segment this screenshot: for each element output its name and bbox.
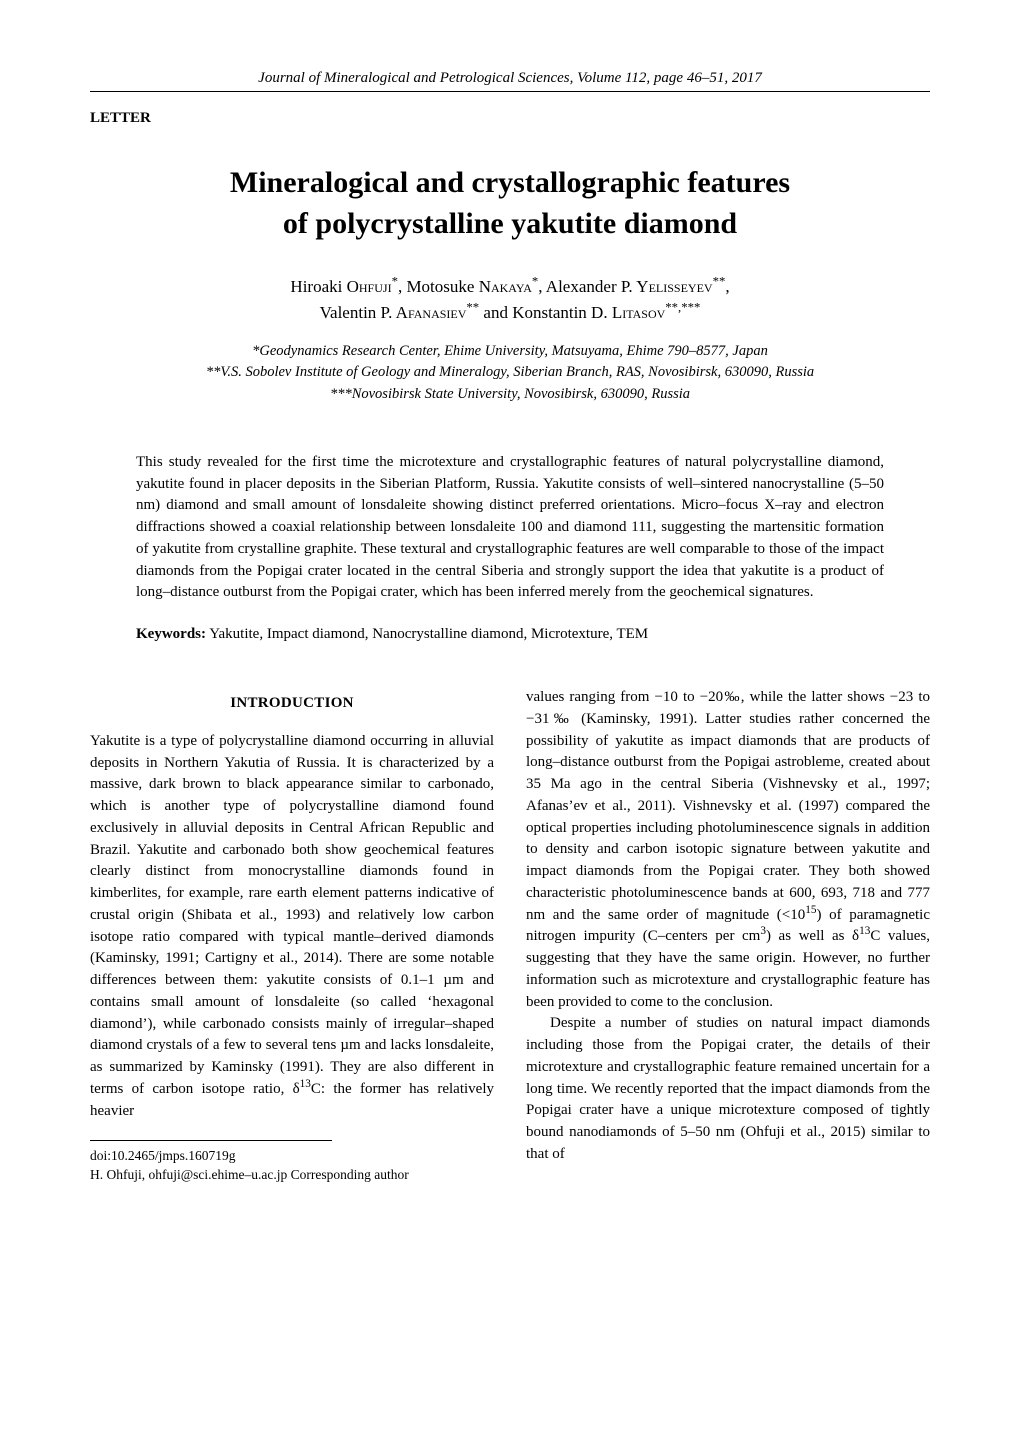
affiliation-3: ***Novosibirsk State University, Novosib…	[90, 384, 930, 406]
body-columns: INTRODUCTION Yakutite is a type of polyc…	[90, 687, 930, 1185]
intro-para-2-right: Despite a number of studies on natural i…	[526, 1013, 930, 1165]
authors-block: Hiroaki Ohfuji*, Motosuke Nakaya*, Alexa…	[90, 274, 930, 327]
authors-line-2: Valentin P. Afanasiev** and Konstantin D…	[90, 300, 930, 326]
affiliations-block: *Geodynamics Research Center, Ehime Univ…	[90, 341, 930, 406]
footnote-corresponding: H. Ohfuji, ohfuji@sci.ehime–u.ac.jp Corr…	[90, 1166, 494, 1185]
article-type-label: LETTER	[90, 110, 930, 127]
page: Journal of Mineralogical and Petrologica…	[0, 0, 1020, 1245]
column-right: values ranging from −10 to −20‰, while t…	[526, 687, 930, 1185]
intro-para-1-right: values ranging from −10 to −20‰, while t…	[526, 687, 930, 1013]
affiliation-2: **V.S. Sobolev Institute of Geology and …	[90, 362, 930, 384]
authors-line-1: Hiroaki Ohfuji*, Motosuke Nakaya*, Alexa…	[90, 274, 930, 300]
introduction-heading: INTRODUCTION	[90, 693, 494, 715]
title-line-2: of polycrystalline yakutite diamond	[283, 207, 737, 240]
column-left: INTRODUCTION Yakutite is a type of polyc…	[90, 687, 494, 1185]
footnotes-block: doi:10.2465/jmps.160719g H. Ohfuji, ohfu…	[90, 1147, 494, 1185]
title-line-1: Mineralogical and crystallographic featu…	[230, 166, 790, 199]
running-head: Journal of Mineralogical and Petrologica…	[90, 70, 930, 92]
footnote-doi: doi:10.2465/jmps.160719g	[90, 1147, 494, 1166]
keywords-line: Keywords: Yakutite, Impact diamond, Nano…	[136, 626, 884, 643]
intro-para-1-left: Yakutite is a type of polycrystalline di…	[90, 731, 494, 1123]
abstract-paragraph: This study revealed for the first time t…	[136, 452, 884, 604]
footnote-rule	[90, 1140, 332, 1141]
article-title: Mineralogical and crystallographic featu…	[90, 163, 930, 244]
affiliation-1: *Geodynamics Research Center, Ehime Univ…	[90, 341, 930, 363]
keywords-label: Keywords:	[136, 626, 206, 642]
keywords-text: Yakutite, Impact diamond, Nanocrystallin…	[206, 626, 648, 642]
